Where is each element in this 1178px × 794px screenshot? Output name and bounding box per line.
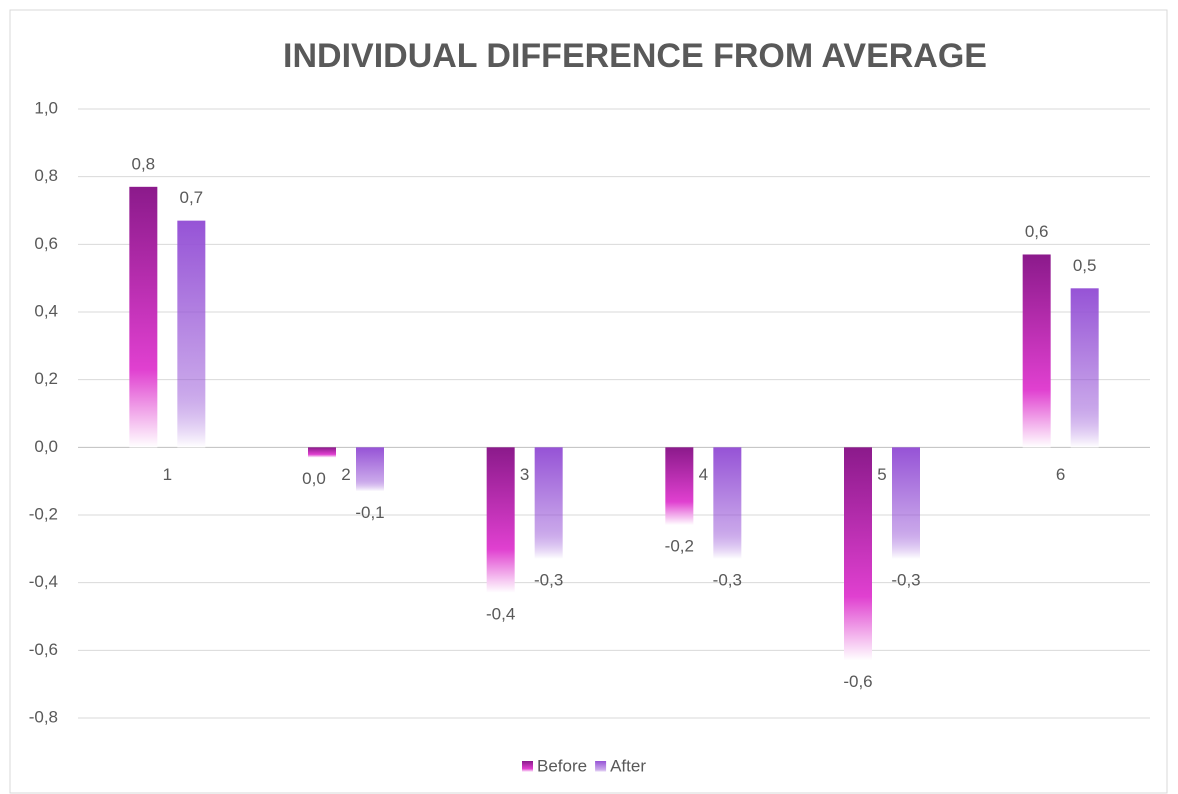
data-label: -0,6 [843, 672, 872, 691]
y-tick-label: -0,6 [29, 640, 58, 659]
data-label: -0,3 [534, 570, 563, 589]
y-tick-label: 0,0 [34, 437, 58, 456]
data-label: -0,2 [665, 537, 694, 556]
bar [892, 447, 920, 559]
bar [665, 447, 694, 526]
bar [1070, 288, 1099, 448]
bar [844, 447, 872, 661]
x-tick-label: 6 [1056, 465, 1065, 484]
data-label: 0,8 [132, 154, 156, 173]
bar [129, 186, 158, 448]
data-label: 0,0 [302, 469, 326, 488]
bar [177, 220, 206, 448]
bar [1022, 254, 1051, 448]
x-tick-label: 1 [163, 465, 172, 484]
bar [713, 447, 742, 559]
legend-label: After [610, 756, 646, 775]
data-label: 0,6 [1025, 222, 1049, 241]
data-label: 0,5 [1073, 256, 1097, 275]
legend-swatch [522, 761, 533, 772]
y-tick-label: 0,2 [34, 369, 58, 388]
legend-label: Before [537, 756, 587, 775]
x-tick-label: 2 [341, 465, 350, 484]
bar [486, 447, 515, 593]
x-tick-label: 4 [699, 465, 708, 484]
data-label: -0,1 [355, 503, 384, 522]
y-tick-label: 0,6 [34, 234, 58, 253]
legend-swatch [595, 761, 607, 772]
x-tick-label: 3 [520, 465, 529, 484]
bar [308, 447, 336, 458]
data-label: -0,3 [713, 570, 742, 589]
y-tick-label: 0,4 [34, 301, 58, 320]
x-tick-label: 5 [877, 465, 886, 484]
y-tick-label: -0,8 [29, 707, 58, 726]
bar [534, 447, 563, 559]
data-label: -0,3 [891, 570, 920, 589]
chart-title: INDIVIDUAL DIFFERENCE FROM AVERAGE [283, 37, 987, 75]
y-tick-label: 0,8 [34, 166, 58, 185]
y-tick-label: -0,4 [29, 572, 58, 591]
y-tick-label: 1,0 [34, 98, 58, 117]
data-label: 0,7 [180, 188, 204, 207]
bar [356, 447, 384, 492]
y-tick-label: -0,2 [29, 504, 58, 523]
data-label: -0,4 [486, 604, 515, 623]
